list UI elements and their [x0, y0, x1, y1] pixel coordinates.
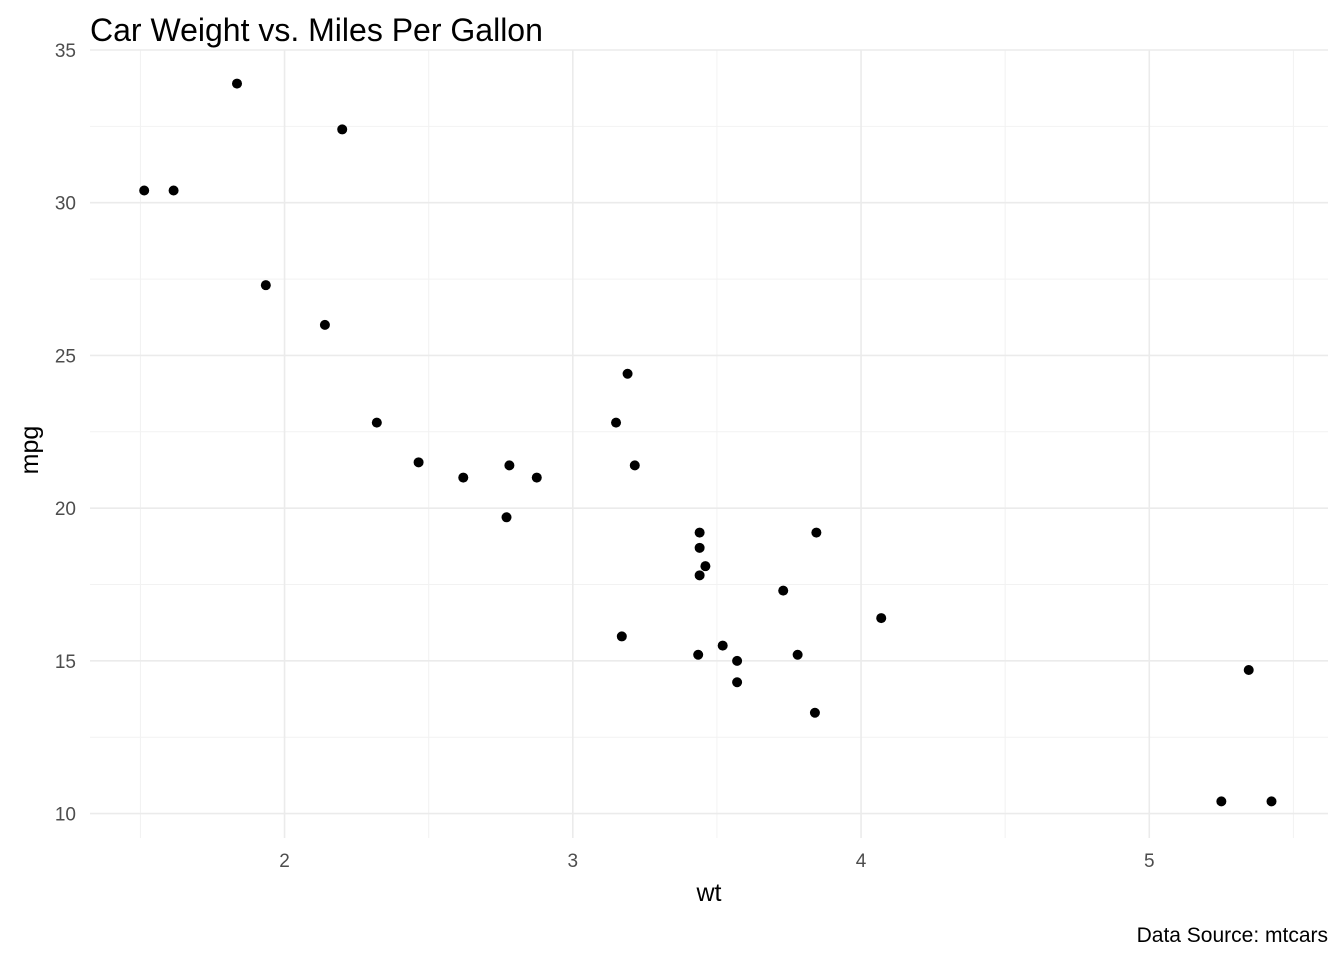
data-point-6 [732, 677, 743, 688]
data-point-5 [700, 561, 711, 572]
x-tick-label-3: 5 [1144, 851, 1155, 872]
y-tick-label-5: 35 [55, 41, 76, 62]
x-axis-tick-labels: 2 3 4 5 [279, 851, 1154, 872]
data-point-27 [139, 185, 150, 196]
major-gridlines [90, 49, 1328, 838]
y-tick-label-3: 25 [55, 346, 76, 367]
data-point-13 [792, 649, 803, 660]
data-point-29 [501, 512, 512, 523]
data-point-7 [622, 368, 633, 379]
y-tick-label-1: 15 [55, 652, 76, 673]
x-tick-label-0: 2 [279, 851, 290, 872]
data-point-25 [260, 280, 271, 291]
x-tick-label-1: 3 [568, 851, 579, 872]
y-axis-tick-labels: 10 15 20 25 30 35 [55, 41, 76, 826]
data-point-28 [616, 631, 627, 642]
data-source-caption: Data Source: mtcars [1137, 924, 1328, 947]
data-point-9 [694, 527, 705, 538]
data-point-16 [1243, 665, 1254, 676]
data-point-0 [458, 472, 469, 483]
data-point-26 [319, 319, 330, 330]
chart-title: Car Weight vs. Miles Per Gallon [90, 12, 543, 48]
y-tick-label-4: 30 [55, 194, 76, 215]
x-tick-label-2: 4 [856, 851, 867, 872]
data-point-12 [778, 585, 789, 596]
data-point-8 [611, 417, 622, 428]
data-point-11 [876, 613, 887, 624]
data-point-30 [732, 655, 743, 666]
y-tick-label-0: 10 [55, 805, 76, 826]
data-point-1 [531, 472, 542, 483]
data-point-4 [694, 542, 705, 553]
data-point-22 [693, 649, 704, 660]
x-axis-title: wt [696, 879, 722, 907]
data-point-23 [809, 707, 820, 718]
minor-gridlines [90, 50, 1328, 838]
data-point-10 [694, 570, 705, 581]
data-points [139, 78, 1277, 807]
data-point-18 [168, 185, 179, 196]
data-point-14 [1216, 796, 1227, 807]
data-point-31 [504, 460, 515, 471]
y-tick-label-2: 20 [55, 499, 76, 520]
data-point-3 [629, 460, 640, 471]
data-point-2 [371, 417, 382, 428]
data-point-19 [232, 78, 243, 89]
data-point-20 [413, 457, 424, 468]
data-point-17 [337, 124, 348, 135]
data-point-24 [811, 527, 822, 538]
data-point-15 [1266, 796, 1277, 807]
data-point-21 [717, 640, 728, 651]
y-axis-title: mpg [16, 426, 44, 475]
